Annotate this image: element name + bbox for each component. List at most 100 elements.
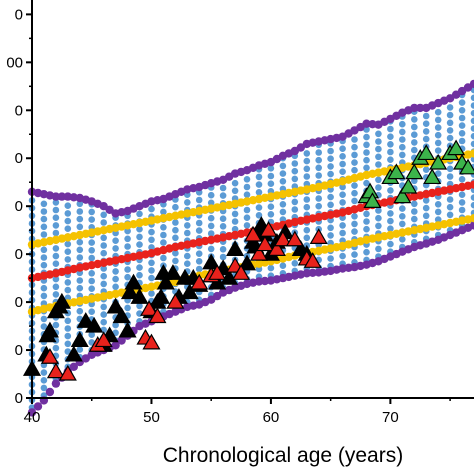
x-axis-label: Chronological age (years) xyxy=(163,444,403,467)
mean-curve-point xyxy=(469,180,474,189)
reference-point xyxy=(219,253,227,261)
reference-point xyxy=(303,234,311,242)
reference-point xyxy=(136,210,143,218)
reference-point xyxy=(339,229,346,237)
y-tick-label: 0 xyxy=(15,6,23,23)
reference-point xyxy=(64,348,72,355)
red-triangle xyxy=(40,348,59,364)
reference-point xyxy=(124,266,131,273)
reference-point xyxy=(327,163,334,170)
green-triangle xyxy=(447,139,466,156)
outer-upper-curve-point xyxy=(416,103,425,113)
y-tick-label: 0 xyxy=(15,150,23,167)
reference-point xyxy=(219,192,227,199)
reference-point xyxy=(267,172,275,180)
reference-point xyxy=(339,252,346,260)
red-triangle xyxy=(58,364,77,381)
reference-point xyxy=(422,112,430,120)
reference-point xyxy=(434,201,442,208)
reference-point xyxy=(339,183,346,191)
reference-point xyxy=(76,307,84,315)
reference-point xyxy=(327,224,334,232)
reference-point xyxy=(279,208,287,216)
reference-point xyxy=(64,286,72,294)
reference-point xyxy=(40,246,48,254)
y-tick-label: 0 xyxy=(15,198,23,215)
reference-point xyxy=(243,183,251,191)
reference-point xyxy=(219,215,227,222)
x-tick-label: 50 xyxy=(143,409,160,426)
reference-point xyxy=(458,130,466,137)
green-triangle xyxy=(363,192,382,208)
reference-point xyxy=(64,332,72,340)
reference-point xyxy=(76,223,84,231)
reference-point xyxy=(315,149,323,156)
reference-point xyxy=(399,220,406,228)
reference-point xyxy=(243,176,251,183)
reference-point xyxy=(88,308,95,316)
reference-point xyxy=(112,275,119,283)
outer-upper-curve-point xyxy=(362,119,371,128)
reference-point xyxy=(327,155,334,162)
reference-point xyxy=(411,131,418,138)
reference-point xyxy=(375,184,382,191)
reference-point xyxy=(387,217,394,225)
reference-point xyxy=(363,218,370,225)
reference-point xyxy=(351,182,358,189)
outer-lower-curve-point xyxy=(260,276,270,286)
reference-point xyxy=(315,172,323,179)
reference-point xyxy=(470,102,474,109)
reference-point xyxy=(387,156,394,163)
reference-point xyxy=(184,222,191,229)
reference-point xyxy=(470,155,474,163)
reference-point xyxy=(434,139,442,147)
reference-point xyxy=(52,291,60,298)
reference-point xyxy=(64,325,72,332)
black-triangle xyxy=(124,273,143,290)
reference-point xyxy=(422,204,430,212)
reference-point xyxy=(219,184,227,192)
reference-point xyxy=(136,233,143,241)
black-triangle xyxy=(237,254,257,271)
reference-point xyxy=(255,181,263,188)
reference-point xyxy=(375,222,382,230)
reference-point xyxy=(136,241,143,248)
reference-point xyxy=(148,244,155,251)
reference-point xyxy=(40,323,48,330)
reference-point xyxy=(124,273,131,281)
reference-point xyxy=(303,173,311,180)
reference-point xyxy=(40,315,48,323)
reference-point xyxy=(399,120,406,128)
reference-point xyxy=(303,157,311,165)
reference-point xyxy=(267,165,275,172)
reference-point xyxy=(399,128,406,136)
reference-point xyxy=(315,195,323,202)
reference-point xyxy=(458,114,466,122)
reference-point xyxy=(40,254,48,261)
reference-point xyxy=(363,210,370,218)
reference-point xyxy=(64,317,72,325)
reference-point xyxy=(112,268,119,275)
outer-upper-curve-point xyxy=(51,192,61,201)
reference-point xyxy=(40,292,48,300)
reference-point xyxy=(422,197,430,204)
reference-point xyxy=(387,133,394,140)
reference-point xyxy=(124,304,131,312)
reference-point xyxy=(422,128,430,135)
reference-point xyxy=(458,176,466,183)
black-triangle xyxy=(52,292,71,309)
reference-point xyxy=(351,166,358,174)
outer-lower-curve-point xyxy=(33,402,43,411)
reference-point xyxy=(64,225,72,232)
reference-point xyxy=(219,246,227,253)
reference-point xyxy=(231,210,239,218)
reference-point xyxy=(160,208,167,216)
reference-point xyxy=(363,164,370,172)
reference-point xyxy=(207,245,215,253)
reference-point xyxy=(470,132,474,140)
reference-point xyxy=(446,134,454,142)
black-triangle xyxy=(220,268,239,285)
reference-point xyxy=(351,151,358,159)
reference-point xyxy=(136,225,143,233)
